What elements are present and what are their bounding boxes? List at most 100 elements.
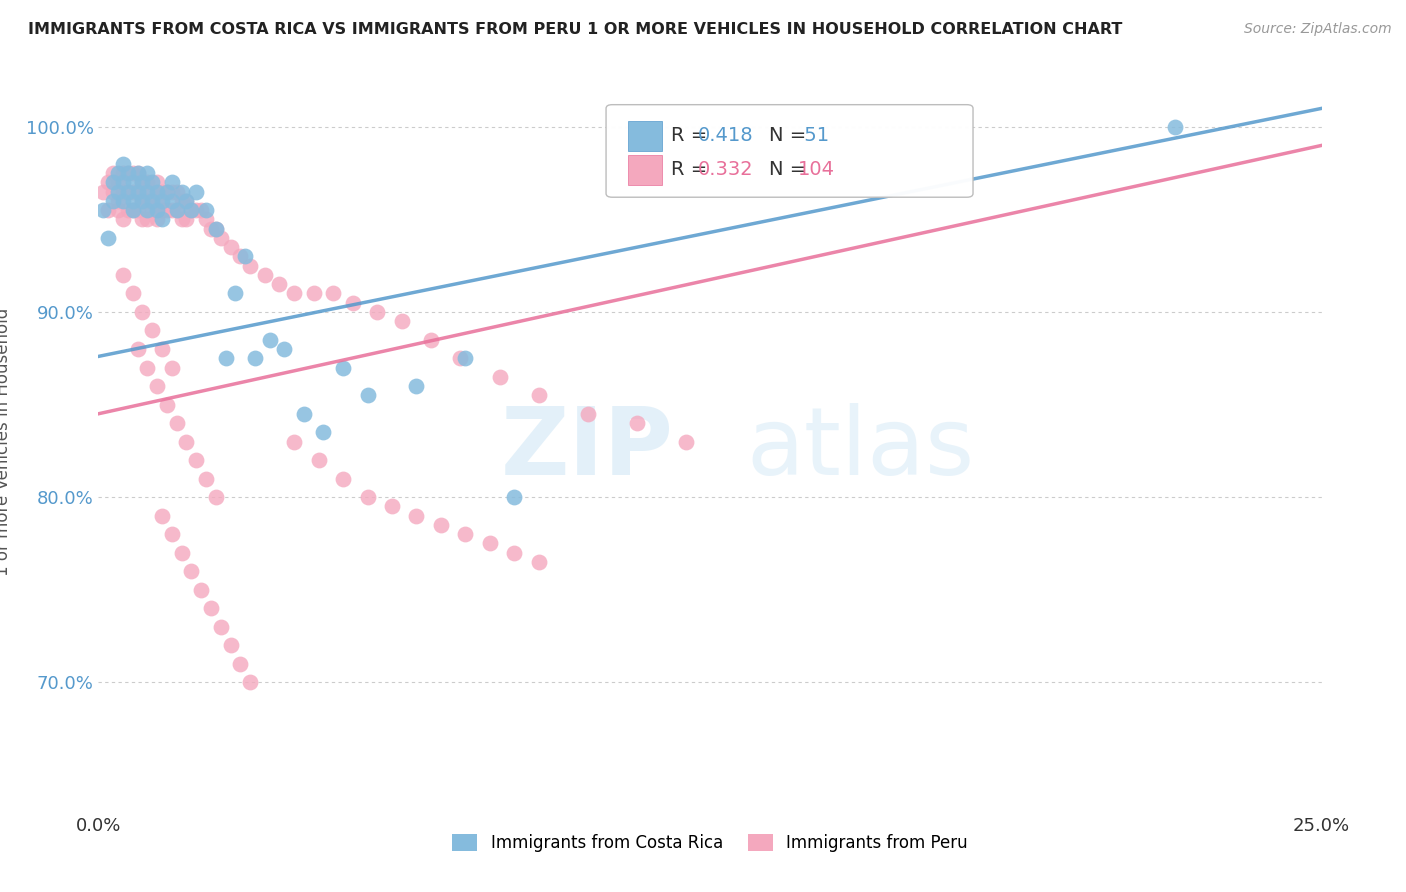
Point [117, 203, 139, 218]
Point [127, 166, 149, 180]
Point [675, 434, 697, 449]
Point [527, 555, 550, 569]
Point [205, 221, 228, 235]
Point [1164, 120, 1187, 134]
Point [576, 407, 599, 421]
Point [107, 194, 129, 208]
Point [97, 231, 120, 245]
Point [478, 536, 501, 550]
Point [503, 490, 526, 504]
Point [381, 500, 404, 514]
Point [224, 286, 246, 301]
Point [166, 203, 188, 218]
Point [209, 231, 232, 245]
Point [405, 379, 427, 393]
Point [107, 185, 129, 199]
Point [259, 333, 281, 347]
Point [366, 305, 388, 319]
Point [107, 203, 129, 218]
Point [205, 221, 228, 235]
Point [156, 185, 179, 199]
Point [150, 185, 173, 199]
Point [136, 212, 159, 227]
Point [205, 490, 228, 504]
Point [121, 286, 143, 301]
Point [131, 194, 153, 208]
Point [117, 185, 139, 199]
Point [127, 342, 149, 356]
Point [111, 166, 134, 180]
Point [127, 203, 149, 218]
Point [186, 453, 208, 467]
Point [176, 434, 198, 449]
Point [332, 360, 354, 375]
Point [97, 203, 120, 218]
Point [121, 203, 143, 218]
Point [190, 582, 212, 597]
Point [420, 333, 443, 347]
Point [131, 305, 153, 319]
Point [176, 194, 198, 208]
Point [141, 175, 163, 190]
Point [121, 175, 143, 190]
Point [117, 185, 139, 199]
Point [195, 471, 218, 485]
Point [160, 175, 183, 190]
Point [150, 508, 173, 523]
Point [127, 166, 149, 180]
Point [180, 203, 202, 218]
Point [160, 360, 183, 375]
Point [170, 545, 193, 559]
Point [308, 453, 330, 467]
Point [503, 545, 526, 559]
Point [111, 185, 134, 199]
Point [269, 277, 291, 292]
Point [150, 203, 173, 218]
Point [391, 314, 413, 328]
Text: R =: R = [671, 127, 713, 145]
Point [101, 194, 124, 208]
Point [170, 185, 193, 199]
Point [127, 185, 149, 199]
Point [141, 185, 163, 199]
Point [170, 212, 193, 227]
Point [180, 203, 202, 218]
Point [117, 166, 139, 180]
Point [626, 416, 648, 430]
Point [229, 249, 252, 263]
Point [150, 194, 173, 208]
Point [160, 203, 183, 218]
Point [253, 268, 276, 282]
Text: ZIP: ZIP [501, 403, 673, 495]
Point [239, 675, 262, 690]
Point [342, 295, 364, 310]
Text: R =: R = [671, 161, 713, 179]
Point [146, 379, 169, 393]
Point [292, 407, 315, 421]
Point [146, 175, 169, 190]
Point [121, 185, 143, 199]
Point [454, 351, 477, 366]
Point [160, 527, 183, 541]
Point [233, 249, 256, 263]
Point [141, 194, 163, 208]
Point [146, 212, 169, 227]
Point [156, 203, 179, 218]
Point [180, 564, 202, 578]
Point [200, 601, 222, 615]
Point [195, 212, 218, 227]
Point [243, 351, 266, 366]
Point [136, 185, 159, 199]
Point [136, 203, 159, 218]
Point [283, 286, 305, 301]
Point [527, 388, 550, 402]
Point [107, 175, 129, 190]
Point [131, 175, 153, 190]
Text: 0.332: 0.332 [697, 161, 754, 179]
Point [146, 185, 169, 199]
Point [111, 194, 134, 208]
Point [156, 185, 179, 199]
FancyBboxPatch shape [628, 155, 662, 185]
Text: N =: N = [769, 161, 813, 179]
Point [111, 268, 134, 282]
